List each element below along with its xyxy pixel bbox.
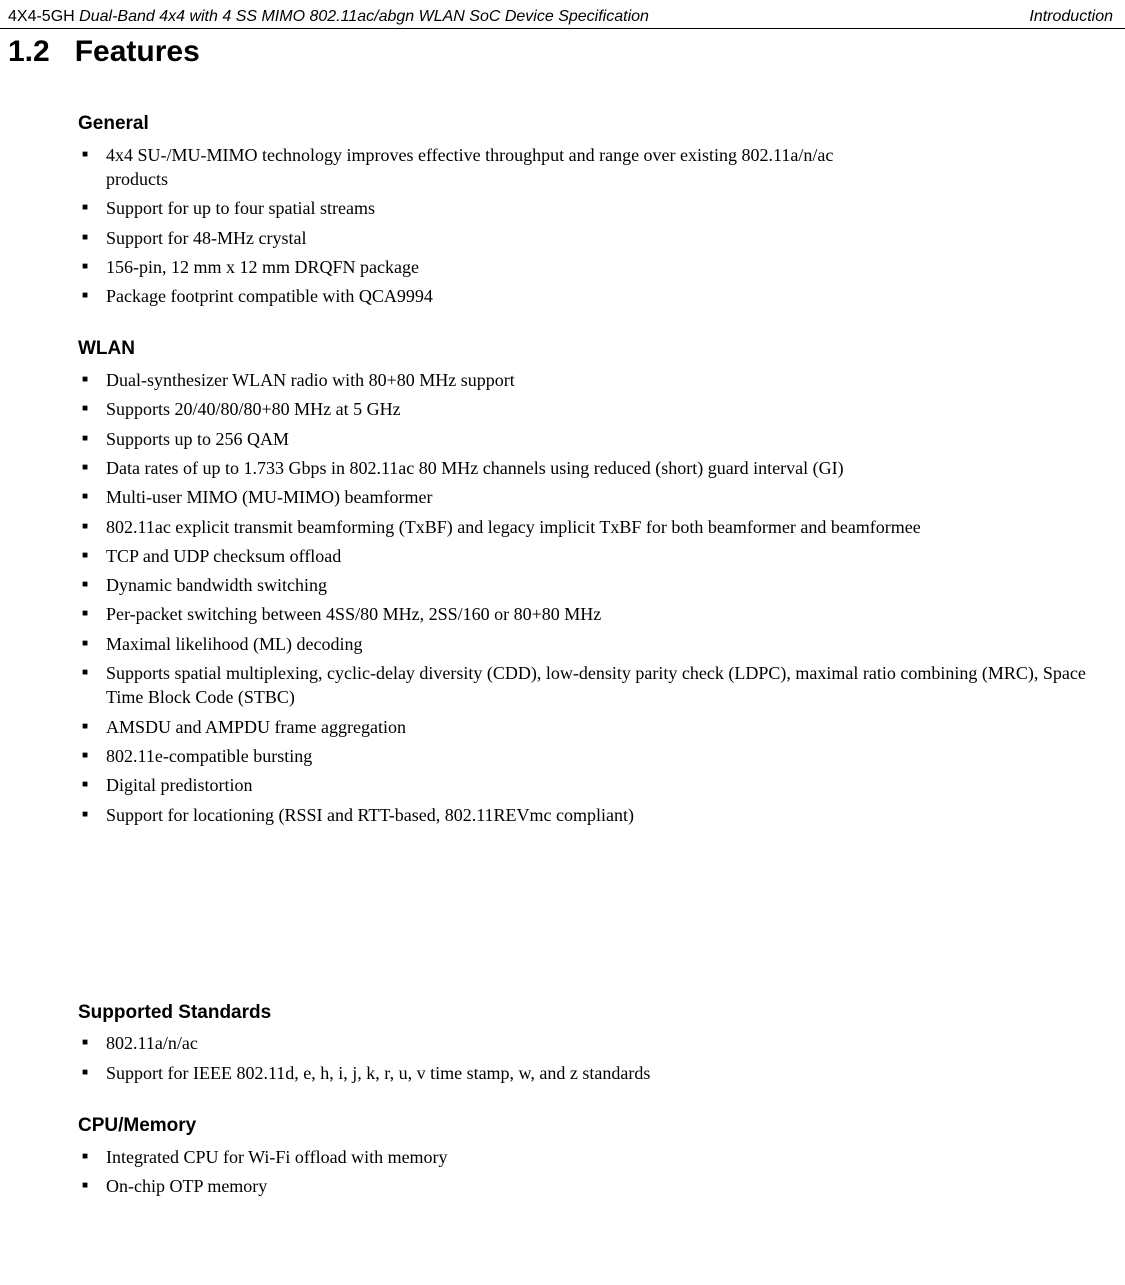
list-item-continuation: products — [106, 167, 1105, 191]
list-item: Supports spatial multiplexing, cyclic-de… — [106, 661, 1105, 710]
bullet-list: Dual-synthesizer WLAN radio with 80+80 M… — [78, 368, 1105, 827]
list-item: TCP and UDP checksum offload — [106, 544, 1105, 568]
bullet-list: Integrated CPU for Wi-Fi offload with me… — [78, 1145, 1105, 1199]
list-item: Maximal likelihood (ML) decoding — [106, 632, 1105, 656]
section-heading: 1.2 Features — [0, 29, 1125, 71]
list-item: Support for locationing (RSSI and RTT-ba… — [106, 803, 1105, 827]
header-left-italic: Dual-Band 4x4 with 4 SS MIMO 802.11ac/ab… — [79, 8, 649, 25]
list-item: 802.11e-compatible bursting — [106, 744, 1105, 768]
list-item: Multi-user MIMO (MU-MIMO) beamformer — [106, 485, 1105, 509]
list-item: Supports 20/40/80/80+80 MHz at 5 GHz — [106, 397, 1105, 421]
list-item: 802.11a/n/ac — [106, 1031, 1105, 1055]
group-heading: General — [78, 111, 1105, 137]
list-item: AMSDU and AMPDU frame aggregation — [106, 715, 1105, 739]
list-item: Per-packet switching between 4SS/80 MHz,… — [106, 602, 1105, 626]
group-heading: Supported Standards — [78, 1000, 1105, 1026]
group-heading: WLAN — [78, 336, 1105, 362]
list-item: Support for IEEE 802.11d, e, h, i, j, k,… — [106, 1061, 1105, 1085]
list-item: 4x4 SU-/MU-MIMO technology improves effe… — [106, 143, 1105, 192]
list-item: Data rates of up to 1.733 Gbps in 802.11… — [106, 456, 1105, 480]
list-item: Digital predistortion — [106, 773, 1105, 797]
list-item: Integrated CPU for Wi-Fi offload with me… — [106, 1145, 1105, 1169]
group-heading: CPU/Memory — [78, 1113, 1105, 1139]
spacer — [78, 832, 1105, 972]
page-header: 4X4-5GH Dual-Band 4x4 with 4 SS MIMO 802… — [0, 0, 1125, 29]
list-item: Dynamic bandwidth switching — [106, 573, 1105, 597]
product-code: 4X4-5GH — [8, 8, 75, 25]
list-item: Supports up to 256 QAM — [106, 427, 1105, 451]
list-item: Package footprint compatible with QCA999… — [106, 284, 1105, 308]
list-item: 802.11ac explicit transmit beamforming (… — [106, 515, 1105, 539]
list-item: On-chip OTP memory — [106, 1174, 1105, 1198]
header-right: Introduction — [1029, 8, 1113, 26]
bullet-list: 4x4 SU-/MU-MIMO technology improves effe… — [78, 143, 1105, 309]
section-number: 1.2 — [8, 35, 50, 68]
content: General 4x4 SU-/MU-MIMO technology improv… — [0, 111, 1125, 1198]
list-item: Support for 48-MHz crystal — [106, 226, 1105, 250]
header-left: 4X4-5GH Dual-Band 4x4 with 4 SS MIMO 802… — [8, 8, 649, 26]
bullet-list: 802.11a/n/ac Support for IEEE 802.11d, e,… — [78, 1031, 1105, 1085]
section-title: Features — [75, 35, 200, 68]
list-item: Dual-synthesizer WLAN radio with 80+80 M… — [106, 368, 1105, 392]
list-item: 156-pin, 12 mm x 12 mm DRQFN package — [106, 255, 1105, 279]
list-item: Support for up to four spatial streams — [106, 196, 1105, 220]
